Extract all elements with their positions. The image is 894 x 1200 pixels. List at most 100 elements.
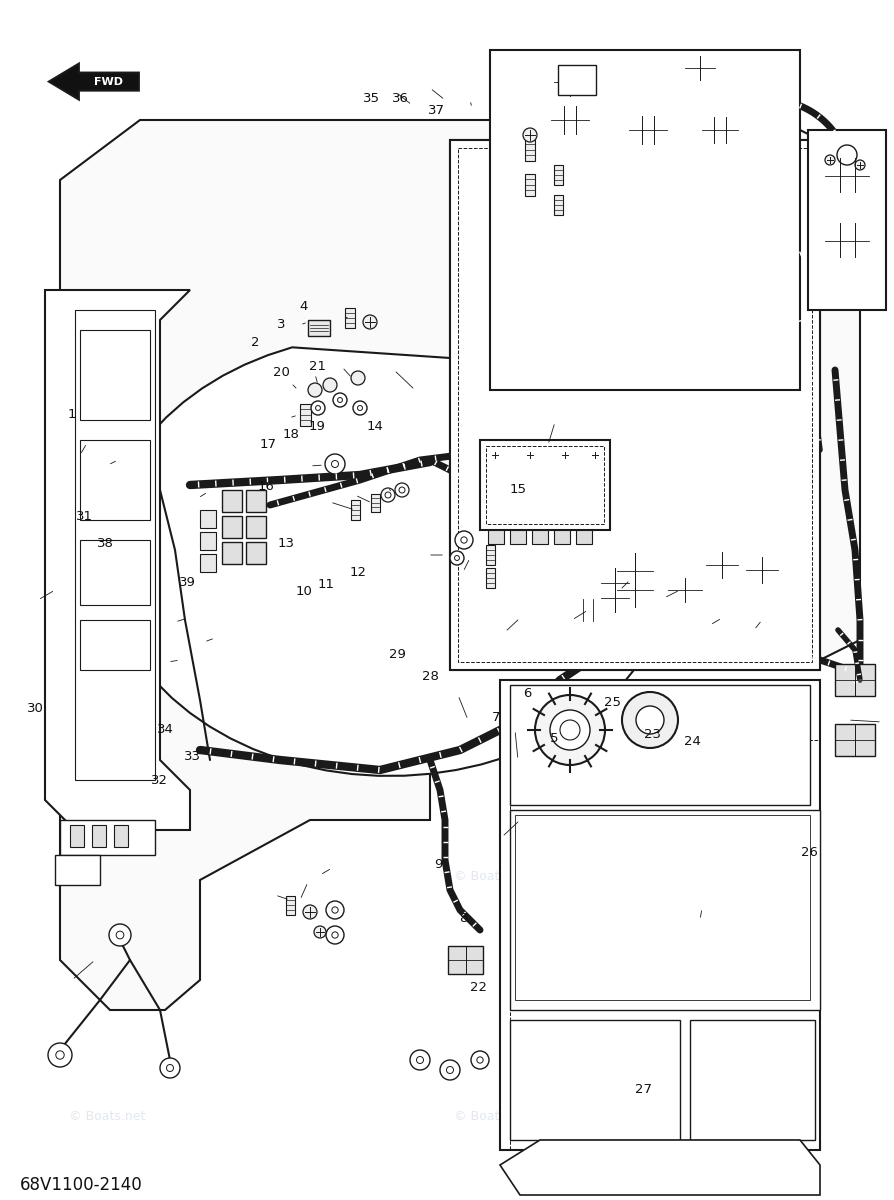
Text: 17: 17 <box>259 438 277 450</box>
Text: © Boats.net: © Boats.net <box>453 390 530 402</box>
Circle shape <box>837 145 857 164</box>
Circle shape <box>455 530 473 550</box>
Bar <box>510 685 810 805</box>
Circle shape <box>471 1051 489 1069</box>
Bar <box>532 530 548 544</box>
Bar <box>222 516 242 538</box>
Circle shape <box>399 487 405 493</box>
Bar <box>80 620 150 670</box>
Text: FWD: FWD <box>95 77 123 86</box>
Circle shape <box>490 450 500 460</box>
Bar <box>835 664 875 696</box>
Text: 2: 2 <box>250 336 259 348</box>
Bar <box>371 494 380 512</box>
Bar <box>558 65 596 95</box>
Bar <box>80 330 150 420</box>
Circle shape <box>116 931 124 938</box>
Circle shape <box>363 314 377 329</box>
Bar <box>525 139 535 161</box>
Bar <box>60 820 155 854</box>
Polygon shape <box>60 120 860 1010</box>
Circle shape <box>303 905 317 919</box>
Bar <box>246 516 266 538</box>
Bar <box>486 446 604 524</box>
Bar <box>345 308 355 328</box>
Text: 23: 23 <box>644 728 662 740</box>
Text: 32: 32 <box>150 774 168 786</box>
Bar <box>515 815 810 1000</box>
Text: 39: 39 <box>180 576 196 588</box>
Circle shape <box>166 1064 173 1072</box>
Bar <box>668 578 702 602</box>
Text: 30: 30 <box>28 702 44 714</box>
Text: 25: 25 <box>603 696 621 708</box>
Bar <box>573 599 603 622</box>
Bar <box>351 500 360 520</box>
Bar <box>690 1020 815 1140</box>
Circle shape <box>590 450 600 460</box>
Bar <box>825 158 870 193</box>
Bar <box>488 530 504 544</box>
Bar <box>601 568 629 613</box>
Bar <box>685 56 715 80</box>
Circle shape <box>410 1050 430 1070</box>
Bar <box>835 724 875 756</box>
Bar <box>525 174 535 196</box>
Circle shape <box>333 392 347 407</box>
Bar <box>222 490 242 512</box>
Circle shape <box>326 926 344 944</box>
Bar <box>486 568 495 588</box>
Text: 7: 7 <box>492 712 501 724</box>
Bar <box>200 532 216 550</box>
Circle shape <box>622 692 678 748</box>
Text: 12: 12 <box>349 566 367 578</box>
Text: 20: 20 <box>274 366 290 378</box>
Circle shape <box>395 482 409 497</box>
Polygon shape <box>49 64 139 100</box>
Text: 29: 29 <box>390 648 406 660</box>
Circle shape <box>332 907 338 913</box>
Circle shape <box>55 1051 64 1060</box>
Circle shape <box>109 924 131 946</box>
Circle shape <box>477 1057 483 1063</box>
Circle shape <box>353 401 367 415</box>
Bar <box>200 554 216 572</box>
Text: 9: 9 <box>434 858 443 870</box>
Bar <box>629 116 667 144</box>
Text: 28: 28 <box>423 671 439 683</box>
Circle shape <box>311 401 325 415</box>
Text: 3: 3 <box>277 318 286 330</box>
Text: 15: 15 <box>510 484 527 496</box>
Circle shape <box>636 706 664 734</box>
Circle shape <box>326 901 344 919</box>
Text: 11: 11 <box>317 578 335 590</box>
Bar <box>300 404 311 426</box>
Bar <box>114 826 128 847</box>
Text: 38: 38 <box>97 538 114 550</box>
Circle shape <box>308 383 322 397</box>
Text: 14: 14 <box>367 420 384 432</box>
Circle shape <box>825 155 835 164</box>
Text: 36: 36 <box>392 92 409 104</box>
Circle shape <box>160 1058 180 1078</box>
Circle shape <box>535 695 605 766</box>
Bar <box>510 740 820 1150</box>
Bar <box>510 1020 680 1140</box>
Text: © Boats.net: © Boats.net <box>69 630 146 642</box>
Text: 18: 18 <box>283 428 299 440</box>
Text: © Boats.net: © Boats.net <box>69 870 146 882</box>
Bar <box>617 553 653 608</box>
Circle shape <box>316 406 320 410</box>
Circle shape <box>450 551 464 565</box>
Bar <box>510 810 820 1010</box>
Circle shape <box>460 536 468 544</box>
Text: © Boats.net: © Boats.net <box>453 1110 530 1122</box>
Bar <box>246 490 266 512</box>
Text: 4: 4 <box>299 300 308 312</box>
Bar <box>510 530 526 544</box>
Bar <box>490 50 800 390</box>
Circle shape <box>454 556 460 560</box>
Text: © Boats.net: © Boats.net <box>69 390 146 402</box>
Text: 16: 16 <box>258 480 274 492</box>
Bar <box>450 140 820 670</box>
